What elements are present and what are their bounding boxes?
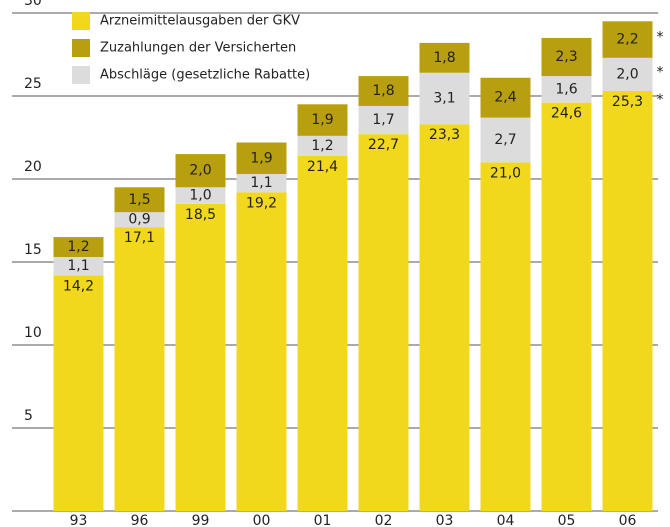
value-label: 21,4 — [307, 159, 338, 175]
bar-segment — [114, 187, 165, 213]
value-label: 17,1 — [124, 230, 155, 246]
value-label: 1,5 — [128, 192, 150, 208]
bar-segment — [53, 237, 104, 258]
bar-segment — [114, 227, 165, 511]
value-label: 1,9 — [250, 150, 272, 166]
bar-segment — [602, 57, 653, 92]
bar-segment — [297, 155, 348, 511]
y-tick-label: 30 — [24, 0, 42, 9]
value-label: 21,0 — [490, 165, 521, 181]
bar-segment — [419, 72, 470, 125]
annotation: * — [657, 92, 664, 108]
bar-segment — [480, 77, 531, 118]
bar-segment — [480, 162, 531, 511]
bar-segment — [297, 104, 348, 136]
bar-segment — [602, 21, 653, 58]
bar-segment — [297, 135, 348, 156]
value-label: 2,0 — [189, 163, 211, 179]
bar-segment — [602, 91, 653, 512]
legend-label: Zuzahlungen der Versicherten — [100, 41, 296, 56]
value-label: 3,1 — [433, 90, 455, 106]
value-label: 1,1 — [67, 258, 89, 274]
value-label: 2,0 — [616, 66, 638, 82]
y-tick-label: 10 — [24, 325, 42, 341]
bar-segment — [541, 102, 592, 511]
x-tick-label: 99 — [192, 513, 210, 527]
value-label: 2,7 — [494, 132, 516, 148]
bar-segment — [175, 154, 226, 188]
legend-swatch — [72, 39, 90, 57]
bar-segment — [175, 187, 226, 204]
x-tick-label: 04 — [497, 513, 515, 527]
value-label: 1,2 — [311, 138, 333, 154]
value-label: 24,6 — [551, 106, 582, 122]
x-tick-label: 02 — [375, 513, 393, 527]
bar-segment — [175, 203, 226, 511]
value-label: 1,8 — [372, 83, 394, 99]
value-label: 1,9 — [311, 112, 333, 128]
value-label: 22,7 — [368, 137, 399, 153]
bar-segment — [236, 192, 287, 511]
value-label: 2,4 — [494, 90, 516, 106]
annotation: * — [657, 30, 664, 46]
value-label: 1,2 — [67, 239, 89, 255]
y-tick-label: 20 — [24, 159, 42, 175]
value-label: 1,1 — [250, 175, 272, 191]
bar-segment — [358, 105, 409, 135]
value-label: 14,2 — [63, 278, 94, 294]
bar-segment — [419, 42, 470, 73]
x-tick-label: 96 — [131, 513, 149, 527]
y-tick-label: 25 — [24, 76, 42, 92]
x-tick-label: 05 — [558, 513, 576, 527]
value-label: 0,9 — [128, 212, 150, 228]
value-label: 1,0 — [189, 188, 211, 204]
value-label: 1,6 — [555, 81, 577, 97]
legend-label: Abschläge (gesetzliche Rabatte) — [100, 68, 310, 83]
bar-segment — [419, 124, 470, 511]
legend-label: Arzneimittelausgaben der GKV — [100, 14, 300, 29]
value-label: 18,5 — [185, 207, 216, 223]
legend-swatch — [72, 12, 90, 30]
value-label: 1,8 — [433, 50, 455, 66]
bar-segment — [53, 275, 104, 511]
bar-segment — [480, 117, 531, 163]
value-label: 19,2 — [246, 195, 277, 211]
annotation: * — [657, 64, 664, 80]
bar-segment — [358, 134, 409, 511]
value-label: 1,7 — [372, 112, 394, 128]
value-label: 25,3 — [612, 94, 643, 110]
bar-segment — [541, 76, 592, 103]
value-label: 23,3 — [429, 127, 460, 143]
x-tick-label: 06 — [619, 513, 637, 527]
x-tick-label: 00 — [253, 513, 271, 527]
bar-segment — [53, 257, 104, 276]
bar-segment — [541, 37, 592, 77]
value-label: 2,3 — [555, 49, 577, 65]
x-tick-label: 01 — [314, 513, 332, 527]
x-tick-label: 93 — [70, 513, 88, 527]
bar-segment — [236, 142, 287, 175]
bar-segment — [236, 174, 287, 193]
bar-segment — [114, 212, 165, 228]
y-tick-label: 15 — [24, 242, 42, 258]
x-tick-label: 03 — [436, 513, 454, 527]
bar-segment — [358, 76, 409, 106]
value-label: 2,2 — [616, 32, 638, 48]
legend-swatch — [72, 66, 90, 84]
y-tick-label: 5 — [24, 408, 33, 424]
